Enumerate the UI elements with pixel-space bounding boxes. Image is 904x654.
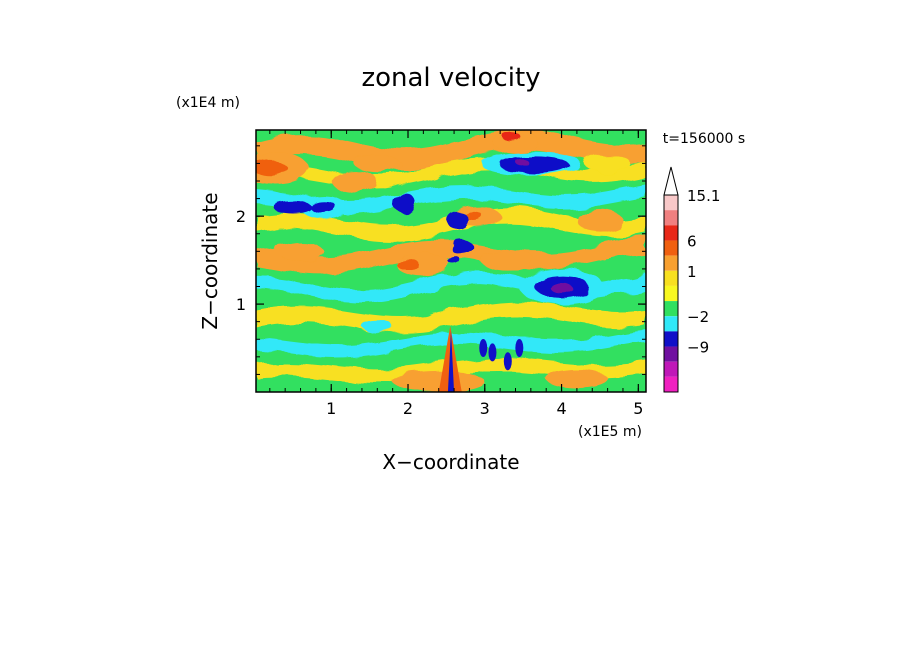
colorbar-swatch <box>664 376 678 392</box>
colorbar-swatch <box>664 301 678 317</box>
x-tick-label: 2 <box>403 399 413 418</box>
colorbar-swatch <box>664 270 678 286</box>
colorbar-swatch <box>664 361 678 377</box>
chart-title: zonal velocity <box>361 63 540 93</box>
time-label: t=156000 s <box>663 131 745 147</box>
colorbar-swatch <box>664 331 678 347</box>
y-unit-label: (x1E4 m) <box>176 95 240 111</box>
colorbar-label: 6 <box>687 232 697 250</box>
x-axis-ticks: 1 2 3 4 5 <box>269 130 643 418</box>
y-tick-label: 1 <box>236 295 246 314</box>
x-tick-label: 3 <box>480 399 490 418</box>
colorbar-label: 15.1 <box>687 187 720 205</box>
colorbar-swatch <box>664 195 678 211</box>
x-axis-label: X−coordinate <box>382 450 519 474</box>
colorbar-swatch <box>664 316 678 332</box>
colorbar-swatch <box>664 285 678 302</box>
colorbar-swatch <box>664 225 678 241</box>
colorbar-swatch <box>664 210 678 226</box>
x-tick-label: 4 <box>556 399 566 418</box>
colorbar-label: −9 <box>687 339 709 357</box>
colorbar-extend-arrow <box>663 166 679 196</box>
colorbar-frame <box>663 194 679 393</box>
x-unit-label: (x1E5 m) <box>578 424 642 440</box>
contour-field <box>256 130 646 392</box>
y-axis-ticks: 12 <box>236 145 646 375</box>
colorbar-swatch <box>664 255 678 271</box>
colorbar-swatch <box>664 346 678 362</box>
colorbar-label: −2 <box>687 308 709 326</box>
x-tick-label: 1 <box>326 399 336 418</box>
plot-frame <box>255 129 647 393</box>
colorbar-label: 1 <box>687 263 697 281</box>
x-tick-label: 5 <box>633 399 643 418</box>
y-tick-label: 2 <box>236 207 246 226</box>
y-axis-label: Z−coordinate <box>198 192 222 329</box>
colorbar-swatch <box>664 240 678 256</box>
colorbar: 15.1 6 1 −2 −9 <box>663 166 720 393</box>
